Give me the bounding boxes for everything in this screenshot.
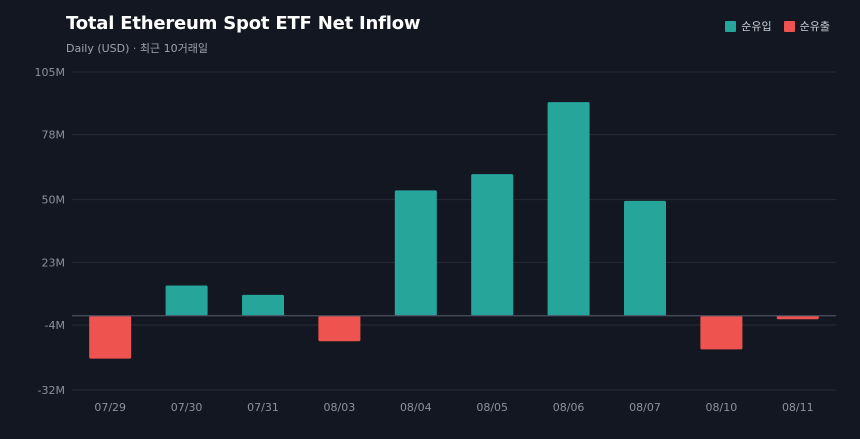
x-tick-label: 08/07	[629, 401, 661, 414]
legend-item-inflow[interactable]: 순유입	[725, 18, 772, 34]
legend-label-inflow: 순유입	[741, 20, 772, 33]
bar-inflow	[547, 102, 590, 316]
bar-inflow	[165, 285, 208, 316]
grid-layer	[72, 71, 836, 391]
x-tick-label: 07/31	[247, 401, 279, 414]
y-tick-label: 50M	[42, 194, 66, 207]
x-axis-ticks: 07/29 07/30 07/31 08/03 08/04 08/05 08/06 08/07…	[94, 401, 813, 414]
y-axis-ticks: 105M 78M 50M 23M -4M -32M	[35, 66, 66, 397]
x-tick-label: 08/06	[553, 401, 585, 414]
bar-outflow	[89, 315, 132, 359]
x-tick-label: 08/10	[706, 401, 738, 414]
x-tick-label: 08/03	[324, 401, 356, 414]
bar-outflow	[700, 315, 743, 350]
chart-title: Total Ethereum Spot ETF Net Inflow	[66, 13, 421, 34]
bar-outflow	[318, 315, 361, 342]
chart-subtitle: Daily (USD) · 최근 10거래일	[66, 42, 208, 55]
x-tick-label: 07/30	[171, 401, 203, 414]
bar-inflow	[623, 200, 667, 316]
y-tick-label: -4M	[45, 319, 65, 332]
y-tick-label: 105M	[35, 66, 66, 79]
x-tick-label: 07/29	[94, 401, 126, 414]
legend-swatch-inflow	[725, 20, 737, 32]
bar-inflow	[471, 174, 514, 316]
bars	[89, 102, 819, 359]
x-tick-label: 08/04	[400, 401, 432, 414]
legend-label-outflow: 순유출	[799, 20, 830, 33]
chart-legend: 순유입 순유출	[725, 18, 830, 34]
bar-inflow	[394, 190, 437, 316]
bar-outflow	[776, 315, 819, 320]
y-tick-label: 78M	[42, 129, 66, 142]
y-tick-label: 23M	[42, 256, 66, 269]
bar-inflow	[241, 294, 285, 316]
legend-item-outflow[interactable]: 순유출	[783, 18, 830, 34]
legend-swatch-outflow	[783, 20, 795, 32]
y-tick-label: -32M	[38, 384, 65, 397]
x-tick-label: 08/05	[476, 401, 508, 414]
x-tick-label: 08/11	[782, 401, 814, 414]
